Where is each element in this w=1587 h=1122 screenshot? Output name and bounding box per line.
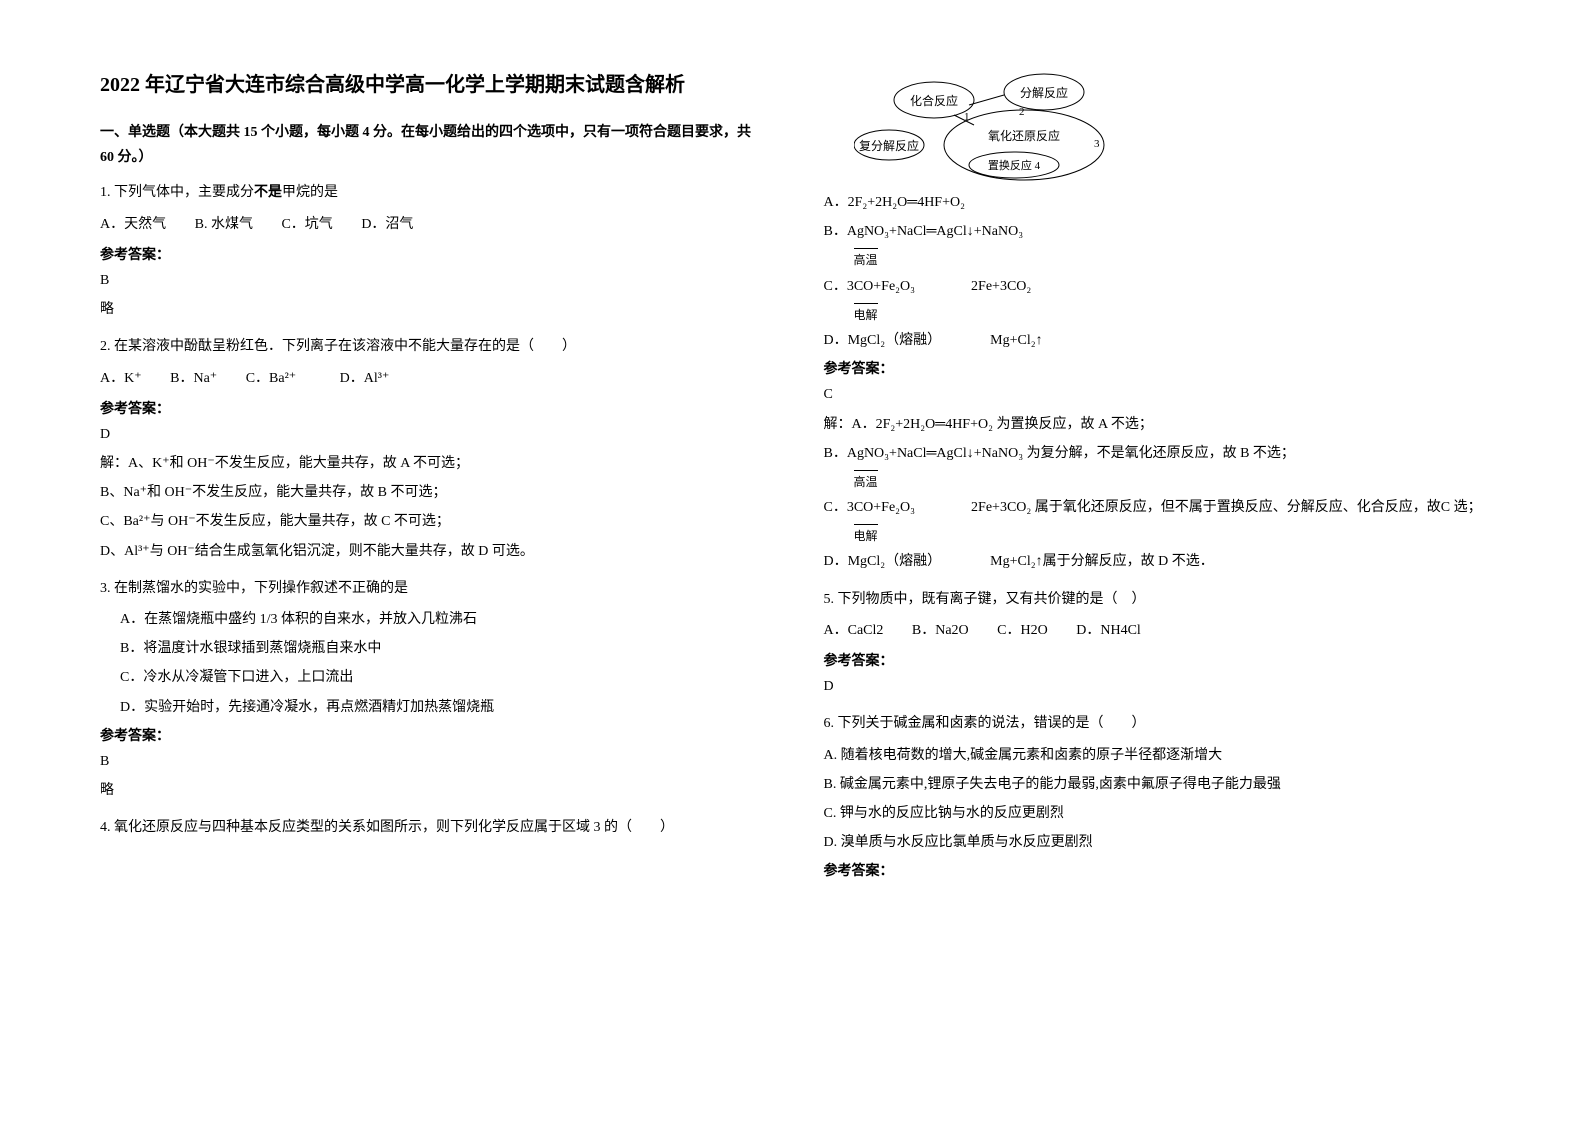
q6-opt-a: A. 随着核电荷数的增大,碱金属元素和卤素的原子半径都逐渐增大 xyxy=(824,743,1488,768)
q4-exp-c: C．3CO+Fe₂O₃ 2Fe+3CO₂ 属于氧化还原反应，但不属于置换反应、分… xyxy=(824,495,1488,520)
q1-text-after: 甲烷的是 xyxy=(282,185,338,200)
q4-cond-d: 电解 xyxy=(854,305,878,321)
q4-exp-c-cond: 高温 xyxy=(854,472,878,488)
q5-opt-d: D．NH4Cl xyxy=(1076,623,1141,638)
q4-exp-c-cond-text: 高温 xyxy=(854,472,878,494)
question-2: 2. 在某溶液中酚酞呈粉红色．下列离子在该溶液中不能大量存在的是（ ） A．K⁺… xyxy=(100,334,764,564)
q4-answer: C xyxy=(824,382,1488,407)
q2-exp-a: 解：A、K⁺和 OH⁻不发生反应，能大量共存，故 A 不可选； xyxy=(100,451,764,476)
q1-text-before: 1. 下列气体中，主要成分 xyxy=(100,185,254,200)
q3-answer-label: 参考答案： xyxy=(100,724,764,749)
q2-exp-d: D、Al³⁺与 OH⁻结合生成氢氧化铝沉淀，则不能大量共存，故 D 可选。 xyxy=(100,539,764,564)
q4-exp-d-cond-text: 电解 xyxy=(854,526,878,548)
q5-options: A．CaCl2 B．Na2O C．H2O D．NH4Cl xyxy=(824,618,1488,643)
q3-opt-b: B．将温度计水银球插到蒸馏烧瓶自来水中 xyxy=(120,636,764,661)
question-1: 1. 下列气体中，主要成分不是甲烷的是 A．天然气 B. 水煤气 C．坑气 D．… xyxy=(100,180,764,322)
q4-exp-d: D．MgCl₂（熔融） Mg+Cl₂↑属于分解反应，故 D 不选． xyxy=(824,549,1488,574)
q4-opt-a: A．2F₂+2H₂O═4HF+O₂ xyxy=(824,190,1488,215)
q3-text: 3. 在制蒸馏水的实验中，下列操作叙述不正确的是 xyxy=(100,576,764,601)
q5-opt-c: C．H2O xyxy=(997,623,1048,638)
q2-options: A．K⁺ B．Na⁺ C．Ba²⁺ D．Al³⁺ xyxy=(100,366,764,391)
q1-text: 1. 下列气体中，主要成分不是甲烷的是 xyxy=(100,180,764,205)
document-title: 2022 年辽宁省大连市综合高级中学高一化学上学期期末试题含解析 xyxy=(100,70,764,100)
q4-opt-c: C．3CO+Fe₂O₃ 2Fe+3CO₂ xyxy=(824,274,1488,299)
q3-answer: B xyxy=(100,749,764,774)
q3-opt-a: A．在蒸馏烧瓶中盛约 1/3 体积的自来水，并放入几粒沸石 xyxy=(120,607,764,632)
q1-answer: B xyxy=(100,268,764,293)
q4-opt-b: B．AgNO₃+NaCl═AgCl↓+NaNO₃ xyxy=(824,219,1488,244)
q1-emphasis: 不是 xyxy=(254,185,282,200)
label-yanghua: 氧化还原反应 xyxy=(987,128,1059,143)
q2-opt-c: C．Ba²⁺ xyxy=(246,371,296,386)
q4-exp-d-cond: 电解 xyxy=(854,526,878,542)
q5-answer-label: 参考答案： xyxy=(824,649,1488,674)
q4-text: 4. 氧化还原反应与四种基本反应类型的关系如图所示，则下列化学反应属于区域 3 … xyxy=(100,815,764,840)
q2-exp-c: C、Ba²⁺与 OH⁻不发生反应，能大量共存，故 C 不可选； xyxy=(100,509,764,534)
q3-opt-c: C．冷水从冷凝管下口进入，上口流出 xyxy=(120,665,764,690)
question-6: 6. 下列关于碱金属和卤素的说法，错误的是（ ） A. 随着核电荷数的增大,碱金… xyxy=(824,711,1488,884)
q6-opt-d: D. 溴单质与水反应比氯单质与水反应更剧烈 xyxy=(824,830,1488,855)
q1-answer-label: 参考答案： xyxy=(100,243,764,268)
q2-opt-a: A．K⁺ xyxy=(100,371,142,386)
q2-opt-b: B．Na⁺ xyxy=(170,371,217,386)
q4-answer-label: 参考答案： xyxy=(824,357,1488,382)
q6-answer-label: 参考答案： xyxy=(824,859,1488,884)
reaction-diagram: 化合反应 分解反应 复分解反应 氧化还原反应 置换反应 4 1 2 3 xyxy=(854,70,1134,190)
q5-text: 5. 下列物质中，既有离子键，又有共价键的是（ ） xyxy=(824,587,1488,612)
q2-opt-d: D．Al³⁺ xyxy=(340,371,390,386)
q1-opt-b: B. 水煤气 xyxy=(195,217,253,232)
diagram-svg: 化合反应 分解反应 复分解反应 氧化还原反应 置换反应 4 1 2 3 xyxy=(854,70,1134,190)
q4-cond-d-text: 电解 xyxy=(854,305,878,327)
q2-answer-label: 参考答案： xyxy=(100,397,764,422)
q1-opt-d: D．沼气 xyxy=(361,217,413,232)
question-5: 5. 下列物质中，既有离子键，又有共价键的是（ ） A．CaCl2 B．Na2O… xyxy=(824,587,1488,700)
q6-text: 6. 下列关于碱金属和卤素的说法，错误的是（ ） xyxy=(824,711,1488,736)
q5-opt-a: A．CaCl2 xyxy=(824,623,884,638)
label-huahe: 化合反应 xyxy=(909,93,957,108)
q1-options: A．天然气 B. 水煤气 C．坑气 D．沼气 xyxy=(100,212,764,237)
q4-cond-c: 高温 xyxy=(854,250,878,266)
q6-opt-c: C. 钾与水的反应比钠与水的反应更剧烈 xyxy=(824,801,1488,826)
question-3: 3. 在制蒸馏水的实验中，下列操作叙述不正确的是 A．在蒸馏烧瓶中盛约 1/3 … xyxy=(100,576,764,804)
q4-opt-d: D．MgCl₂（熔融） Mg+Cl₂↑ xyxy=(824,328,1488,353)
label-fufenjie: 复分解反应 xyxy=(858,138,918,153)
label-n2: 2 xyxy=(1019,106,1025,118)
right-column: 化合反应 分解反应 复分解反应 氧化还原反应 置换反应 4 1 2 3 A．2F… xyxy=(824,70,1488,1052)
q3-opt-d: D．实验开始时，先接通冷凝水，再点燃酒精灯加热蒸馏烧瓶 xyxy=(120,695,764,720)
q5-answer: D xyxy=(824,674,1488,699)
q1-opt-a: A．天然气 xyxy=(100,217,166,232)
q2-answer: D xyxy=(100,422,764,447)
left-column: 2022 年辽宁省大连市综合高级中学高一化学上学期期末试题含解析 一、单选题（本… xyxy=(100,70,764,1052)
q3-explanation: 略 xyxy=(100,778,764,803)
q1-explanation: 略 xyxy=(100,297,764,322)
label-fenjie: 分解反应 xyxy=(1019,85,1067,100)
q5-opt-b: B．Na2O xyxy=(912,623,969,638)
q4-cond-c-text: 高温 xyxy=(854,250,878,272)
q4-exp-b: B．AgNO₃+NaCl═AgCl↓+NaNO₃ 为复分解，不是氧化还原反应，故… xyxy=(824,441,1488,466)
q6-opt-b: B. 碱金属元素中,锂原子失去电子的能力最弱,卤素中氟原子得电子能力最强 xyxy=(824,772,1488,797)
q4-exp-a: 解：A．2F₂+2H₂O═4HF+O₂ 为置换反应，故 A 不选； xyxy=(824,412,1488,437)
label-n3: 3 xyxy=(1094,138,1100,150)
label-zhihuan: 置换反应 4 xyxy=(987,158,1040,172)
q1-opt-c: C．坑气 xyxy=(281,217,332,232)
q2-exp-b: B、Na⁺和 OH⁻不发生反应，能大量共存，故 B 不可选； xyxy=(100,480,764,505)
q2-text: 2. 在某溶液中酚酞呈粉红色．下列离子在该溶液中不能大量存在的是（ ） xyxy=(100,334,764,359)
section-header: 一、单选题（本大题共 15 个小题，每小题 4 分。在每小题给出的四个选项中，只… xyxy=(100,120,764,170)
question-4-options: A．2F₂+2H₂O═4HF+O₂ B．AgNO₃+NaCl═AgCl↓+NaN… xyxy=(824,190,1488,575)
